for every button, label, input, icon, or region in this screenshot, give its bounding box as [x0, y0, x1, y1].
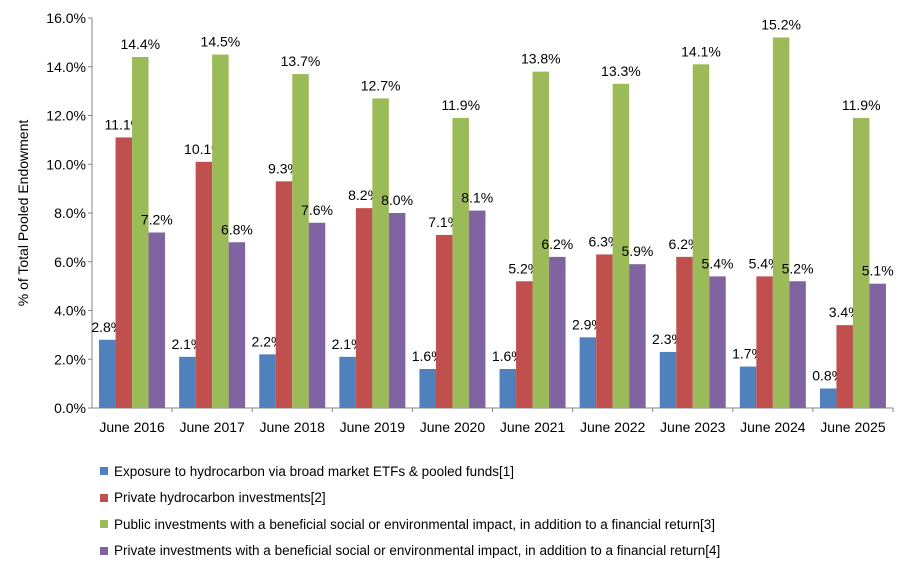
bar	[116, 137, 133, 408]
y-tick-label: 8.0%	[54, 205, 86, 221]
data-label: 8.1%	[461, 190, 493, 206]
legend-swatch	[100, 520, 108, 528]
data-label: 8.0%	[381, 192, 413, 208]
y-tick-label: 2.0%	[54, 351, 86, 367]
data-label: 5.1%	[862, 263, 894, 279]
data-label: 15.2%	[761, 17, 801, 33]
y-tick-label: 16.0%	[46, 10, 86, 26]
bar	[276, 181, 293, 408]
bar	[500, 369, 517, 408]
x-tick-label: June 2020	[420, 419, 486, 435]
legend-label: Exposure to hydrocarbon via broad market…	[114, 464, 514, 479]
legend-label: Public investments with a beneficial soc…	[114, 517, 715, 532]
bar	[452, 118, 469, 408]
y-tick-label: 10.0%	[46, 156, 86, 172]
bar	[132, 57, 149, 408]
legend-item: Public investments with a beneficial soc…	[100, 511, 720, 538]
bar	[229, 242, 246, 408]
x-tick-label: June 2022	[580, 419, 646, 435]
bar	[740, 367, 757, 408]
y-tick-label: 4.0%	[54, 303, 86, 319]
bar	[580, 337, 597, 408]
data-label: 12.7%	[361, 77, 401, 93]
bar	[389, 213, 406, 408]
bar	[99, 340, 116, 408]
data-label: 14.4%	[120, 36, 160, 52]
bar	[149, 233, 166, 409]
data-label: 7.6%	[301, 202, 333, 218]
bar	[629, 264, 646, 408]
data-label: 14.1%	[681, 43, 721, 59]
bar	[469, 211, 486, 408]
legend-label: Private investments with a beneficial so…	[114, 543, 720, 558]
legend: Exposure to hydrocarbon via broad market…	[100, 458, 720, 564]
data-label: 11.9%	[842, 97, 881, 113]
bar	[516, 281, 533, 408]
data-label: 14.5%	[201, 34, 241, 50]
bar	[196, 162, 213, 408]
bar	[836, 325, 853, 408]
data-label: 6.2%	[541, 236, 573, 252]
data-label: 13.8%	[521, 51, 561, 67]
bar	[356, 208, 373, 408]
bar	[773, 38, 790, 409]
bar	[596, 254, 613, 408]
y-tick-label: 0.0%	[54, 400, 86, 416]
legend-label: Private hydrocarbon investments[2]	[114, 490, 326, 505]
bar	[756, 276, 773, 408]
x-tick-label: June 2025	[820, 419, 886, 435]
bar	[179, 357, 196, 408]
bar	[372, 98, 389, 408]
bar	[339, 357, 356, 408]
y-tick-label: 14.0%	[46, 59, 86, 75]
bar	[309, 223, 326, 408]
legend-item: Private investments with a beneficial so…	[100, 538, 720, 564]
data-label: 13.3%	[601, 63, 641, 79]
legend-swatch	[100, 494, 108, 502]
data-label: 13.7%	[281, 53, 321, 69]
data-label: 6.8%	[221, 221, 253, 237]
bar	[820, 389, 837, 409]
bar	[660, 352, 677, 408]
bar	[549, 257, 566, 408]
bar	[436, 235, 453, 408]
x-tick-label: June 2023	[660, 419, 726, 435]
x-tick-label: June 2018	[260, 419, 326, 435]
bar	[676, 257, 693, 408]
x-tick-label: June 2019	[340, 419, 406, 435]
x-tick-label: June 2024	[740, 419, 806, 435]
y-axis-label: % of Total Pooled Endowment	[15, 120, 31, 307]
x-tick-label: June 2016	[99, 419, 165, 435]
bar	[869, 284, 886, 408]
data-label: 5.2%	[782, 260, 814, 276]
legend-swatch	[100, 547, 108, 555]
bar	[419, 369, 436, 408]
data-label: 7.2%	[141, 212, 173, 228]
legend-item: Private hydrocarbon investments[2]	[100, 485, 720, 512]
y-tick-label: 12.0%	[46, 108, 86, 124]
legend-item: Exposure to hydrocarbon via broad market…	[100, 458, 720, 485]
data-label: 11.9%	[441, 97, 480, 113]
data-label: 5.9%	[621, 243, 653, 259]
bar	[709, 276, 726, 408]
data-label: 5.4%	[702, 255, 734, 271]
bar	[259, 354, 276, 408]
x-tick-label: June 2021	[500, 419, 566, 435]
bar	[693, 64, 710, 408]
y-tick-label: 6.0%	[54, 254, 86, 270]
bar	[292, 74, 309, 408]
x-tick-label: June 2017	[179, 419, 245, 435]
legend-swatch	[100, 467, 108, 475]
bar	[789, 281, 806, 408]
